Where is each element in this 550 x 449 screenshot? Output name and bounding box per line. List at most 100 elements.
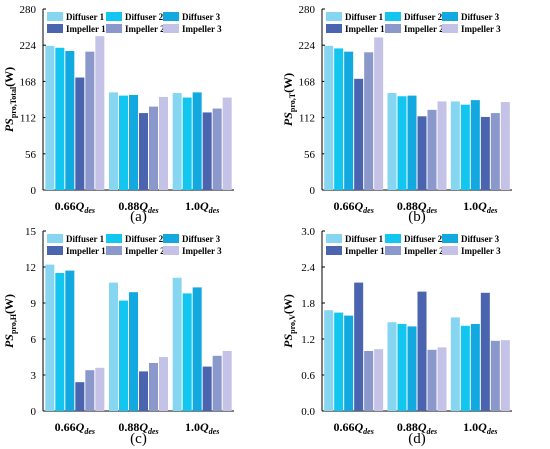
bar-impeller-3-0 [95, 367, 105, 411]
bar-diffuser-2-2 [182, 293, 192, 411]
legend-label-impeller-2: Impeller 2 [125, 24, 165, 34]
x-tick-label-sub: des [148, 427, 159, 436]
bar-diffuser-3-1 [407, 95, 417, 190]
bar-impeller-3-2 [500, 340, 510, 411]
x-tick-label-sub: des [209, 427, 220, 436]
x-tick-label-sub: des [84, 427, 95, 436]
y-tick-label: 168 [299, 76, 316, 88]
x-tick-label-q: Q [139, 420, 148, 434]
bar-diffuser-3-1 [129, 94, 138, 190]
legend-swatch-impeller-2 [385, 24, 401, 33]
x-tick-label-sub: des [363, 206, 374, 215]
bar-impeller-2-1 [149, 363, 158, 411]
bar-impeller-3-1 [437, 347, 447, 411]
legend-swatch-diffuser-1 [326, 234, 342, 243]
legend-swatch-diffuser-3 [442, 234, 458, 243]
bar-impeller-3-1 [159, 96, 168, 190]
y-axis-label-main: PS [2, 334, 16, 348]
legend-swatch-impeller-3 [442, 246, 458, 255]
y-tick-label: 224 [20, 40, 37, 52]
bar-diffuser-3-0 [344, 51, 354, 190]
bar-impeller-2-2 [212, 108, 222, 190]
y-tick-label: 12 [25, 262, 36, 274]
bar-impeller-2-0 [85, 370, 95, 411]
x-tick-label-sub: des [209, 206, 220, 215]
x-tick-label-q: Q [478, 420, 487, 434]
x-tick-label: 1.0Qdes [185, 420, 219, 436]
x-tick-label-coef: 1.0 [185, 420, 200, 434]
y-tick-label: 56 [304, 149, 316, 161]
legend-label-diffuser-2: Diffuser 2 [404, 234, 443, 244]
bar-diffuser-1-1 [109, 92, 118, 190]
x-tick-label: 0.66Qdes [333, 420, 373, 436]
x-tick-label-q: Q [478, 199, 487, 213]
bar-impeller-3-2 [500, 102, 510, 190]
x-tick-label-q: Q [418, 199, 427, 213]
x-tick-label-sub: des [427, 427, 438, 436]
bar-diffuser-2-0 [334, 48, 344, 190]
bar-impeller-1-2 [480, 116, 490, 190]
bar-diffuser-2-2 [460, 104, 470, 190]
legend-swatch-impeller-1 [47, 24, 63, 33]
y-tick-label: 15 [25, 226, 37, 238]
legend-label-impeller-2: Impeller 2 [404, 24, 444, 34]
y-axis-label: PSpro,T(W) [281, 73, 297, 126]
y-tick-label: 0 [310, 185, 316, 197]
panel-label: (c) [130, 431, 147, 447]
bar-impeller-1-1 [417, 116, 427, 190]
bar-diffuser-3-2 [192, 287, 202, 411]
x-tick-label-coef: 1.0 [185, 199, 200, 213]
y-axis-label-sub: pro,T [288, 92, 297, 112]
x-tick-label-coef: 0.88 [397, 199, 418, 213]
bar-diffuser-1-2 [450, 317, 460, 411]
y-tick-label: 9 [31, 298, 37, 310]
legend-label-impeller-1: Impeller 1 [66, 24, 106, 34]
y-tick-label: 280 [299, 4, 316, 16]
x-tick-label: 0.88Qdes [118, 420, 158, 436]
bar-impeller-1-2 [202, 366, 212, 411]
bar-impeller-3-0 [374, 37, 384, 190]
legend-label-impeller-2: Impeller 2 [404, 246, 444, 256]
legend-swatch-impeller-1 [326, 246, 342, 255]
bar-diffuser-1-0 [45, 264, 55, 411]
bar-impeller-2-0 [85, 51, 95, 190]
y-tick-label: 0 [31, 406, 37, 418]
x-tick-label-q: Q [354, 420, 363, 434]
bar-diffuser-2-2 [182, 97, 192, 190]
panel-label: (a) [130, 209, 147, 225]
bar-impeller-1-1 [139, 113, 148, 190]
x-tick-label-q: Q [418, 420, 427, 434]
y-axis-label-sub: pro,Total [9, 86, 18, 118]
bar-impeller-3-2 [222, 97, 232, 190]
y-axis-label-unit: (W) [2, 67, 16, 87]
y-axis-label-sub: pro,H [9, 313, 18, 334]
legend-label-impeller-1: Impeller 1 [345, 246, 385, 256]
x-tick-label-sub: des [487, 427, 498, 436]
legend-label-diffuser-2: Diffuser 2 [404, 12, 443, 22]
bar-impeller-1-1 [139, 371, 148, 411]
bar-diffuser-1-0 [324, 310, 334, 411]
y-tick-label: 3.0 [301, 226, 315, 238]
x-tick-label-q: Q [76, 199, 85, 213]
legend-label-diffuser-3: Diffuser 3 [182, 12, 221, 22]
legend-label-diffuser-3: Diffuser 3 [182, 234, 221, 244]
bar-impeller-3-2 [222, 351, 232, 411]
bar-impeller-2-1 [427, 109, 437, 190]
y-tick-label: 168 [20, 76, 37, 88]
legend-label-diffuser-2: Diffuser 2 [125, 12, 164, 22]
bar-impeller-3-0 [95, 36, 105, 191]
x-tick-label-sub: des [363, 427, 374, 436]
bar-impeller-1-2 [480, 292, 490, 411]
legend-label-impeller-3: Impeller 3 [461, 24, 501, 34]
legend-swatch-diffuser-2 [385, 234, 401, 243]
y-axis-label: PSpro,V(W) [281, 294, 297, 348]
bar-diffuser-2-1 [397, 324, 407, 411]
legend-swatch-diffuser-3 [442, 12, 458, 21]
legend-label-diffuser-1: Diffuser 1 [66, 12, 105, 22]
legend-label-impeller-3: Impeller 3 [461, 246, 501, 256]
bar-impeller-2-2 [212, 355, 222, 411]
legend-label-impeller-3: Impeller 3 [182, 24, 222, 34]
